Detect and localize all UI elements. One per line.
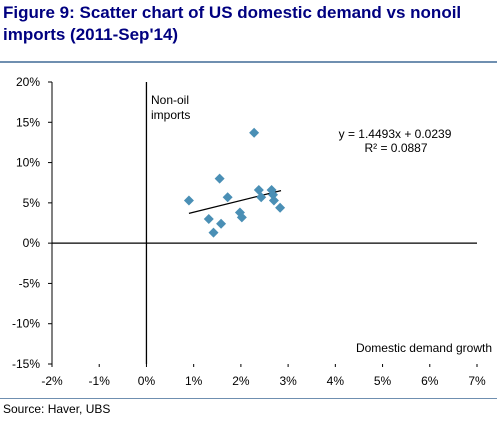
x-tick-label: 3% xyxy=(279,374,297,388)
trend-r-squared: R² = 0.0887 xyxy=(364,141,427,155)
data-points xyxy=(183,127,286,238)
top-rule xyxy=(0,61,497,63)
figure-title-line-1: Figure 9: Scatter chart of US domestic d… xyxy=(3,3,462,22)
y-tick-label: 5% xyxy=(23,196,41,210)
trend-line xyxy=(188,190,282,214)
y-tick-label: -5% xyxy=(19,276,41,290)
figure-title-line-2: imports (2011-Sep'14) xyxy=(3,25,179,44)
x-tick-label: 1% xyxy=(185,374,203,388)
x-tick-label: 7% xyxy=(468,374,486,388)
chart-axes xyxy=(48,81,478,367)
data-point xyxy=(275,202,286,213)
data-point xyxy=(256,192,267,203)
trend-equation: y = 1.4493x + 0.0239 xyxy=(339,127,452,141)
y-tick-label: 10% xyxy=(16,156,40,170)
x-tick-label: -2% xyxy=(41,374,63,388)
data-point xyxy=(236,212,247,223)
data-point xyxy=(203,213,214,224)
y-tick-label: -10% xyxy=(12,317,40,331)
x-tick-label: -1% xyxy=(89,374,111,388)
x-tick-label: 0% xyxy=(138,374,156,388)
data-point xyxy=(268,195,279,206)
y-tick-label: 0% xyxy=(23,236,41,250)
bottom-rule xyxy=(0,398,497,399)
x-tick-label: 5% xyxy=(374,374,392,388)
source-note: Source: Haver, UBS xyxy=(3,402,111,416)
x-tick-label: 2% xyxy=(232,374,250,388)
y-tick-label: 15% xyxy=(16,115,40,129)
y-axis-label-line-1: Non-oil xyxy=(151,93,189,107)
data-point xyxy=(214,173,225,184)
x-tick-label: 6% xyxy=(421,374,439,388)
data-point xyxy=(222,192,233,203)
y-axis-label-line-2: imports xyxy=(151,108,190,122)
y-tick-labels: 20% 15% 10% 5% 0% -5% -10% -15% xyxy=(12,75,40,371)
x-tick-label: 4% xyxy=(327,374,345,388)
x-tick-labels: -2% -1% 0% 1% 2% 3% 4% 5% 6% 7% xyxy=(41,374,486,388)
x-axis-label: Domestic demand growth xyxy=(356,341,492,355)
y-tick-label: -15% xyxy=(12,357,40,371)
data-point xyxy=(183,195,194,206)
figure-title: Figure 9: Scatter chart of US domestic d… xyxy=(3,2,493,46)
y-tick-label: 20% xyxy=(16,75,40,89)
data-point xyxy=(216,218,227,229)
data-point xyxy=(249,127,260,138)
data-point xyxy=(208,227,219,238)
